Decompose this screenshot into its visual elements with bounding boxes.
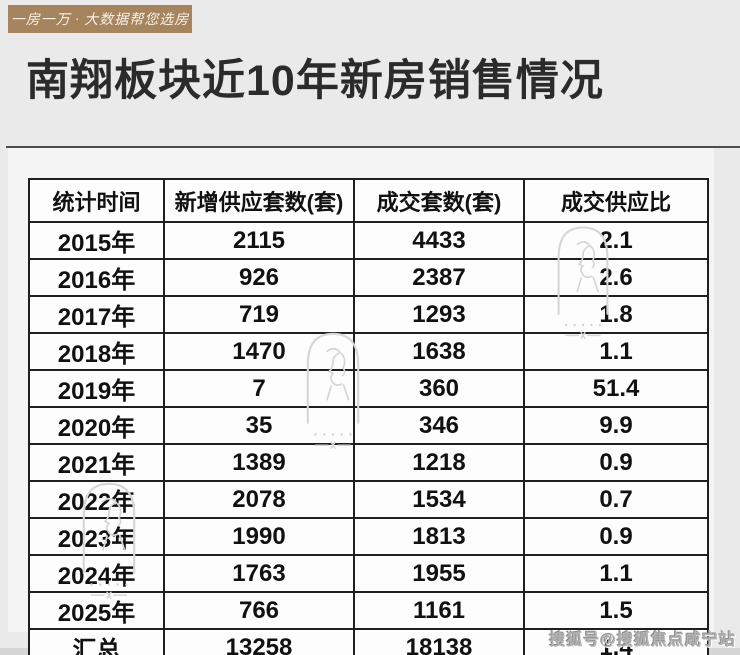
cell-supply: 1763	[163, 554, 355, 593]
cell-sold: 4433	[353, 221, 525, 260]
cell-sold: 18138	[353, 628, 525, 655]
cell-supply: 926	[163, 258, 355, 297]
cell-period: 2020年	[28, 406, 165, 445]
cell-period: 2017年	[28, 295, 165, 334]
table-row-2018: 2018年 1470 1638 1.1	[28, 332, 709, 371]
brand-badge: 一房一万 · 大数据帮您选房	[8, 5, 192, 33]
table-row-2025: 2025年 766 1161 1.5	[28, 591, 709, 630]
table-header-row: 统计时间 新增供应套数(套) 成交套数(套) 成交供应比	[28, 178, 709, 223]
page-title: 南翔板块近10年新房销售情况	[26, 57, 604, 105]
cell-ratio: 1.4	[523, 628, 709, 655]
cell-period: 2019年	[28, 369, 165, 408]
cell-sold: 1218	[353, 443, 525, 482]
cell-supply: 1470	[163, 332, 355, 371]
cell-ratio: 1.1	[523, 554, 709, 593]
cell-ratio: 51.4	[523, 369, 709, 408]
table-row-total: 汇总 13258 18138 1.4	[28, 628, 709, 655]
cell-supply: 7	[163, 369, 355, 408]
cell-ratio: 0.9	[523, 443, 709, 482]
cell-period: 2021年	[28, 443, 165, 482]
table-row-2020: 2020年 35 346 9.9	[28, 406, 709, 445]
cell-supply: 1990	[163, 517, 355, 556]
cell-period: 2023年	[28, 517, 165, 556]
cell-ratio: 1.8	[523, 295, 709, 334]
cell-supply: 13258	[163, 628, 355, 655]
table-header: 统计时间 新增供应套数(套) 成交套数(套) 成交供应比	[28, 178, 709, 223]
table-row-2019: 2019年 7 360 51.4	[28, 369, 709, 408]
cell-sold: 346	[353, 406, 525, 445]
col-header-ratio: 成交供应比	[523, 178, 709, 223]
col-header-sold: 成交套数(套)	[353, 178, 525, 223]
cell-ratio: 1.5	[523, 591, 709, 630]
table-row-2024: 2024年 1763 1955 1.1	[28, 554, 709, 593]
cell-supply: 2078	[163, 480, 355, 519]
cell-sold: 1534	[353, 480, 525, 519]
col-header-period: 统计时间	[28, 178, 165, 223]
table-row-2023: 2023年 1990 1813 0.9	[28, 517, 709, 556]
cell-period: 2018年	[28, 332, 165, 371]
cell-supply: 2115	[163, 221, 355, 260]
cell-ratio: 1.1	[523, 332, 709, 371]
table-row-2017: 2017年 719 1293 1.8	[28, 295, 709, 334]
cell-period: 2015年	[28, 221, 165, 260]
cell-sold: 1293	[353, 295, 525, 334]
cell-supply: 719	[163, 295, 355, 334]
cell-ratio: 2.6	[523, 258, 709, 297]
col-header-supply: 新增供应套数(套)	[163, 178, 355, 223]
cell-sold: 1638	[353, 332, 525, 371]
cell-ratio: 9.9	[523, 406, 709, 445]
cell-ratio: 2.1	[523, 221, 709, 260]
cell-period: 汇总	[28, 628, 165, 655]
table-row-2016: 2016年 926 2387 2.6	[28, 258, 709, 297]
cell-period: 2025年	[28, 591, 165, 630]
table-body: 2015年 2115 4433 2.1 2016年 926 2387 2.6 2…	[28, 221, 709, 655]
cell-supply: 35	[163, 406, 355, 445]
table-row-2022: 2022年 2078 1534 0.7	[28, 480, 709, 519]
sohu-watermark-text: 搜狐号@搜狐焦点咸宁站	[549, 632, 736, 649]
cell-sold: 1955	[353, 554, 525, 593]
brand-badge-label: 一房一万 · 大数据帮您选房	[10, 13, 190, 28]
sales-table: 统计时间 新增供应套数(套) 成交套数(套) 成交供应比 2015年 2115 …	[28, 178, 709, 655]
cell-period: 2016年	[28, 258, 165, 297]
cell-period: 2022年	[28, 480, 165, 519]
cell-sold: 360	[353, 369, 525, 408]
cell-supply: 1389	[163, 443, 355, 482]
cell-sold: 2387	[353, 258, 525, 297]
cell-period: 2024年	[28, 554, 165, 593]
table-row-2015: 2015年 2115 4433 2.1	[28, 221, 709, 260]
title-divider	[6, 146, 740, 148]
cell-ratio: 0.7	[523, 480, 709, 519]
cell-supply: 766	[163, 591, 355, 630]
table-row-2021: 2021年 1389 1218 0.9	[28, 443, 709, 482]
cell-sold: 1813	[353, 517, 525, 556]
cell-ratio: 0.9	[523, 517, 709, 556]
cell-sold: 1161	[353, 591, 525, 630]
